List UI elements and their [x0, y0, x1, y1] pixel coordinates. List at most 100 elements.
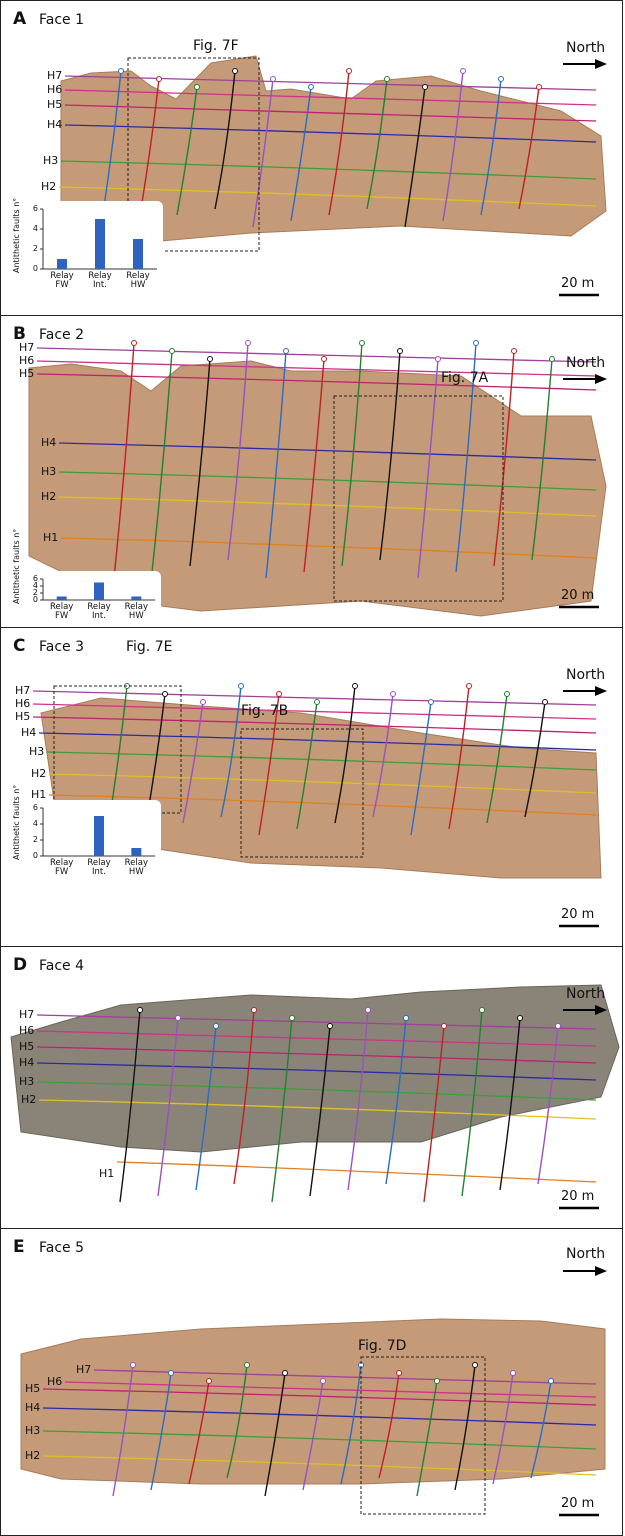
horizon-label: H3 — [43, 155, 58, 166]
panel-letter: A — [13, 11, 26, 28]
panel-letter: D — [13, 957, 27, 974]
x-tick-label: Relay FW — [47, 272, 77, 291]
horizon-label: H2 — [31, 768, 46, 779]
horizon-label: H2 — [21, 1094, 36, 1105]
x-tick-label: Relay Int. — [84, 859, 114, 878]
fault-tip — [119, 69, 124, 74]
fault-tip — [290, 1016, 295, 1021]
fault-tip — [391, 692, 396, 697]
figure-reference: Fig. 7F — [193, 39, 239, 53]
fault-tip — [385, 77, 390, 82]
fault-tip — [169, 1371, 174, 1376]
fault-tip — [480, 1008, 485, 1013]
fault-tip — [435, 1379, 440, 1384]
fault-tip — [366, 1008, 371, 1013]
fault-tip — [315, 700, 320, 705]
north-label: North — [566, 668, 605, 682]
figure-reference: Fig. 7A — [441, 371, 488, 385]
fault-tip — [398, 349, 403, 354]
fault-tip — [284, 349, 289, 354]
panel-letter: B — [13, 326, 26, 343]
north-arrowhead — [595, 1266, 607, 1276]
fault-tip — [549, 1379, 554, 1384]
y-axis-label: Antithetic faults n° — [13, 529, 21, 604]
figure-reference: Fig. 7B — [241, 704, 288, 718]
horizon-label: H3 — [25, 1425, 40, 1436]
fault-tip — [397, 1371, 402, 1376]
panel: H7H6H5H4H3H2AFace 1North20 mFig. 7F0246A… — [0, 0, 623, 316]
y-tick-label: 2 — [28, 245, 38, 253]
horizon-label: H6 — [47, 1376, 62, 1387]
fault-tip — [214, 1024, 219, 1029]
fault-tip — [360, 341, 365, 346]
fault-tip — [131, 1363, 136, 1368]
fault-tip — [201, 700, 206, 705]
fault-tip — [170, 349, 175, 354]
scale-label: 20 m — [561, 908, 594, 921]
north-arrowhead — [595, 59, 607, 69]
horizon-label: H4 — [41, 437, 56, 448]
panel-graphics — [1, 1, 624, 317]
horizon-label: H7 — [15, 685, 30, 696]
horizon-label: H7 — [47, 70, 62, 81]
scale-label: 20 m — [561, 1190, 594, 1203]
fault-tip — [239, 684, 244, 689]
x-tick-label: Relay HW — [121, 603, 151, 622]
fault-tip — [512, 349, 517, 354]
fault-tip — [543, 700, 548, 705]
fault-tip — [208, 357, 213, 362]
fault-tip — [550, 357, 555, 362]
horizon-label: H5 — [19, 1041, 34, 1052]
figure-reference: Fig. 7E — [126, 640, 172, 654]
horizon-label: H4 — [21, 727, 36, 738]
scale-label: 20 m — [561, 277, 594, 290]
y-tick-label: 6 — [28, 575, 38, 583]
panel-graphics — [1, 628, 624, 948]
horizon-label: H3 — [19, 1076, 34, 1087]
fault-tip — [252, 1008, 257, 1013]
bar — [131, 848, 141, 856]
fault-tip — [328, 1024, 333, 1029]
horizon-label: H4 — [47, 119, 62, 130]
outcrop-photo — [11, 985, 619, 1152]
horizon-label: H3 — [29, 746, 44, 757]
fault-tip — [195, 85, 200, 90]
fault-tip — [322, 357, 327, 362]
fault-tip — [467, 684, 472, 689]
horizon-label: H1 — [43, 532, 58, 543]
horizon-label: H7 — [76, 1364, 91, 1375]
fault-tip — [271, 77, 276, 82]
horizon-label: H5 — [47, 99, 62, 110]
panel-title: Face 2 — [39, 328, 84, 342]
bar — [57, 259, 67, 269]
fault-tip — [423, 85, 428, 90]
figure-reference: Fig. 7D — [358, 1339, 406, 1353]
horizon-label: H2 — [25, 1450, 40, 1461]
panel-graphics — [1, 316, 624, 629]
horizon-label: H2 — [41, 181, 56, 192]
panel-letter: E — [13, 1239, 25, 1256]
fault-tip — [461, 69, 466, 74]
x-tick-label: Relay HW — [121, 859, 151, 878]
x-tick-label: Relay FW — [47, 603, 77, 622]
y-tick-label: 4 — [28, 225, 38, 233]
fault-tip — [246, 341, 251, 346]
bar — [94, 816, 104, 856]
fault-tip — [245, 1363, 250, 1368]
horizon-line — [117, 1162, 596, 1182]
bar — [95, 219, 105, 269]
panel-graphics — [1, 947, 624, 1230]
fault-tip — [283, 1371, 288, 1376]
north-arrowhead — [595, 686, 607, 696]
fault-tip — [163, 692, 168, 697]
outcrop-photo — [21, 1319, 605, 1484]
x-tick-label: Relay HW — [123, 272, 153, 291]
fault-tip — [474, 341, 479, 346]
fault-tip — [353, 684, 358, 689]
horizon-label: H6 — [19, 355, 34, 366]
y-tick-label: 0 — [28, 265, 38, 273]
panel-graphics — [1, 1229, 624, 1536]
x-tick-label: Relay Int. — [84, 603, 114, 622]
